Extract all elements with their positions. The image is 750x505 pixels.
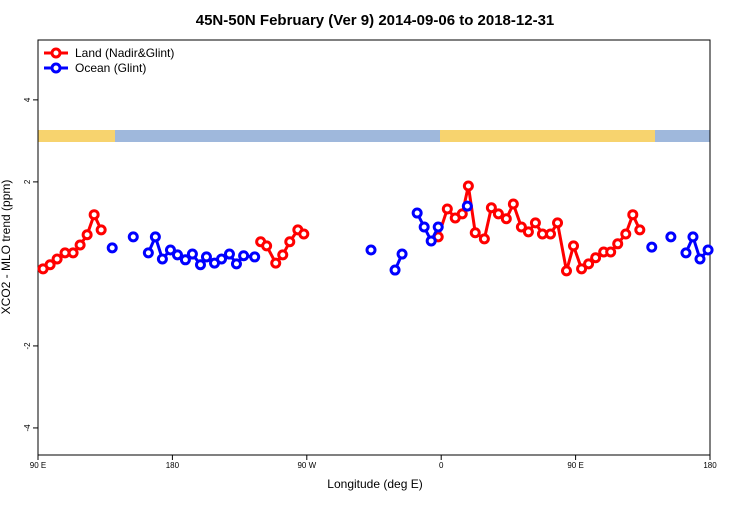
x-tick-label: 180 bbox=[166, 461, 180, 470]
y-axis-label: XCO2 - MLO trend (ppm) bbox=[0, 180, 13, 315]
land-strip bbox=[38, 130, 710, 142]
data-point bbox=[545, 228, 557, 240]
data-point bbox=[425, 235, 437, 247]
data-point bbox=[88, 209, 100, 221]
x-tick-label: 180 bbox=[703, 461, 717, 470]
data-point bbox=[456, 208, 468, 220]
y-tick-label: -4 bbox=[23, 424, 32, 432]
data-point bbox=[568, 240, 580, 252]
data-point bbox=[156, 253, 168, 265]
x-axis-label: Longitude (deg E) bbox=[327, 477, 422, 491]
data-point bbox=[186, 248, 198, 260]
data-point bbox=[200, 251, 212, 263]
data-point bbox=[492, 208, 504, 220]
data-point bbox=[216, 253, 228, 265]
data-point bbox=[44, 259, 56, 271]
data-point bbox=[680, 247, 692, 259]
data-point bbox=[515, 221, 527, 233]
data-point bbox=[441, 203, 453, 215]
legend-label: Land (Nadir&Glint) bbox=[75, 46, 174, 60]
data-point bbox=[605, 246, 617, 258]
data-point bbox=[500, 213, 512, 225]
data-point bbox=[627, 209, 639, 221]
data-point bbox=[171, 249, 183, 261]
y-tick-label: 4 bbox=[23, 97, 32, 102]
y-tick-label: -2 bbox=[23, 342, 32, 350]
data-point bbox=[461, 200, 473, 212]
data-point bbox=[270, 257, 282, 269]
data-point bbox=[560, 265, 572, 277]
data-point bbox=[418, 221, 430, 233]
data-point bbox=[396, 248, 408, 260]
data-point bbox=[507, 198, 519, 210]
data-point bbox=[74, 239, 86, 251]
data-point bbox=[223, 248, 235, 260]
data-point bbox=[469, 227, 481, 239]
data-point bbox=[583, 258, 595, 270]
data-point bbox=[576, 263, 588, 275]
data-point bbox=[106, 242, 118, 254]
data-point bbox=[95, 224, 107, 236]
data-point bbox=[238, 250, 250, 262]
data-point bbox=[51, 253, 63, 265]
data-point bbox=[261, 240, 273, 252]
data-point bbox=[142, 247, 154, 259]
data-point bbox=[149, 231, 161, 243]
data-point bbox=[620, 228, 632, 240]
data-point bbox=[529, 217, 541, 229]
y-tick-label: 2 bbox=[23, 179, 32, 184]
x-tick-label: 0 bbox=[439, 461, 444, 470]
data-point bbox=[485, 202, 497, 214]
data-point bbox=[646, 241, 658, 253]
data-point bbox=[411, 207, 423, 219]
x-tick-label: 90 W bbox=[297, 461, 316, 470]
data-point bbox=[230, 258, 242, 270]
data-point bbox=[478, 233, 490, 245]
legend-marker bbox=[50, 47, 62, 59]
data-point bbox=[687, 231, 699, 243]
data-point bbox=[298, 228, 310, 240]
data-point bbox=[634, 224, 646, 236]
data-point bbox=[522, 226, 534, 238]
series-line bbox=[436, 185, 642, 272]
data-point bbox=[277, 249, 289, 261]
data-point bbox=[590, 252, 602, 264]
data-point bbox=[365, 244, 377, 256]
data-point bbox=[432, 221, 444, 233]
x-tick-label: 90 E bbox=[567, 461, 583, 470]
series-line bbox=[684, 232, 710, 262]
data-point bbox=[552, 217, 564, 229]
data-point bbox=[249, 251, 261, 263]
data-point bbox=[164, 244, 176, 256]
data-point bbox=[462, 180, 474, 192]
data-point bbox=[612, 238, 624, 250]
legend-label: Ocean (Glint) bbox=[75, 61, 146, 75]
legend-marker bbox=[50, 62, 62, 74]
data-point bbox=[665, 231, 677, 243]
data-point bbox=[694, 253, 706, 265]
x-tick-label: 90 E bbox=[30, 461, 46, 470]
data-point bbox=[127, 231, 139, 243]
data-point bbox=[194, 259, 206, 271]
data-point bbox=[389, 264, 401, 276]
data-point bbox=[179, 254, 191, 266]
series-line bbox=[415, 212, 440, 245]
data-point bbox=[284, 236, 296, 248]
data-point bbox=[67, 247, 79, 259]
data-point bbox=[702, 244, 714, 256]
chart-title: 45N-50N February (Ver 9) 2014-09-06 to 2… bbox=[196, 12, 555, 29]
data-point bbox=[81, 229, 93, 241]
